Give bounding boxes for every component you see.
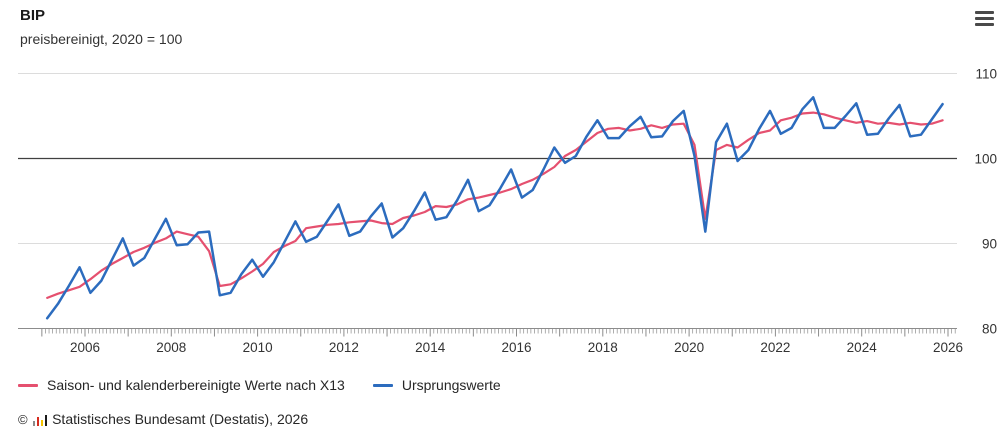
source-attribution: © Statistisches Bundesamt (Destatis), 20… — [18, 411, 309, 428]
destatis-barchart-icon — [32, 414, 48, 427]
svg-text:110: 110 — [975, 67, 997, 82]
svg-text:2010: 2010 — [243, 340, 273, 355]
hamburger-bar — [975, 16, 994, 21]
svg-text:2008: 2008 — [156, 340, 186, 355]
svg-text:2020: 2020 — [674, 340, 704, 355]
hamburger-bar — [975, 22, 994, 26]
legend-swatch-blue — [372, 383, 393, 387]
legend-swatch-red — [18, 383, 38, 387]
svg-text:90: 90 — [982, 237, 997, 252]
chart-legend: Saison- und kalenderbereinigte Werte nac… — [18, 377, 501, 393]
hamburger-menu-icon[interactable] — [975, 11, 995, 29]
legend-item-original[interactable]: Ursprungswerte — [372, 377, 501, 393]
svg-text:2022: 2022 — [760, 340, 790, 355]
chart-subtitle: preisbereinigt, 2020 = 100 — [20, 31, 183, 47]
hamburger-bar — [975, 11, 994, 15]
svg-text:80: 80 — [982, 322, 997, 337]
svg-text:100: 100 — [974, 152, 997, 167]
svg-text:2006: 2006 — [70, 340, 100, 355]
svg-text:2012: 2012 — [329, 340, 359, 355]
svg-text:2016: 2016 — [501, 340, 531, 355]
legend-label: Saison- und kalenderbereinigte Werte nac… — [47, 377, 345, 393]
svg-text:2018: 2018 — [588, 340, 618, 355]
page-title: BIP — [20, 7, 46, 24]
legend-item-adjusted[interactable]: Saison- und kalenderbereinigte Werte nac… — [18, 377, 345, 393]
legend-label: Ursprungswerte — [401, 377, 501, 393]
svg-text:2014: 2014 — [415, 340, 446, 355]
source-text: Statistisches Bundesamt (Destatis), 2026 — [52, 411, 309, 427]
svg-text:2026: 2026 — [933, 340, 963, 355]
svg-text:2024: 2024 — [847, 340, 878, 355]
copyright-symbol: © — [18, 412, 28, 427]
